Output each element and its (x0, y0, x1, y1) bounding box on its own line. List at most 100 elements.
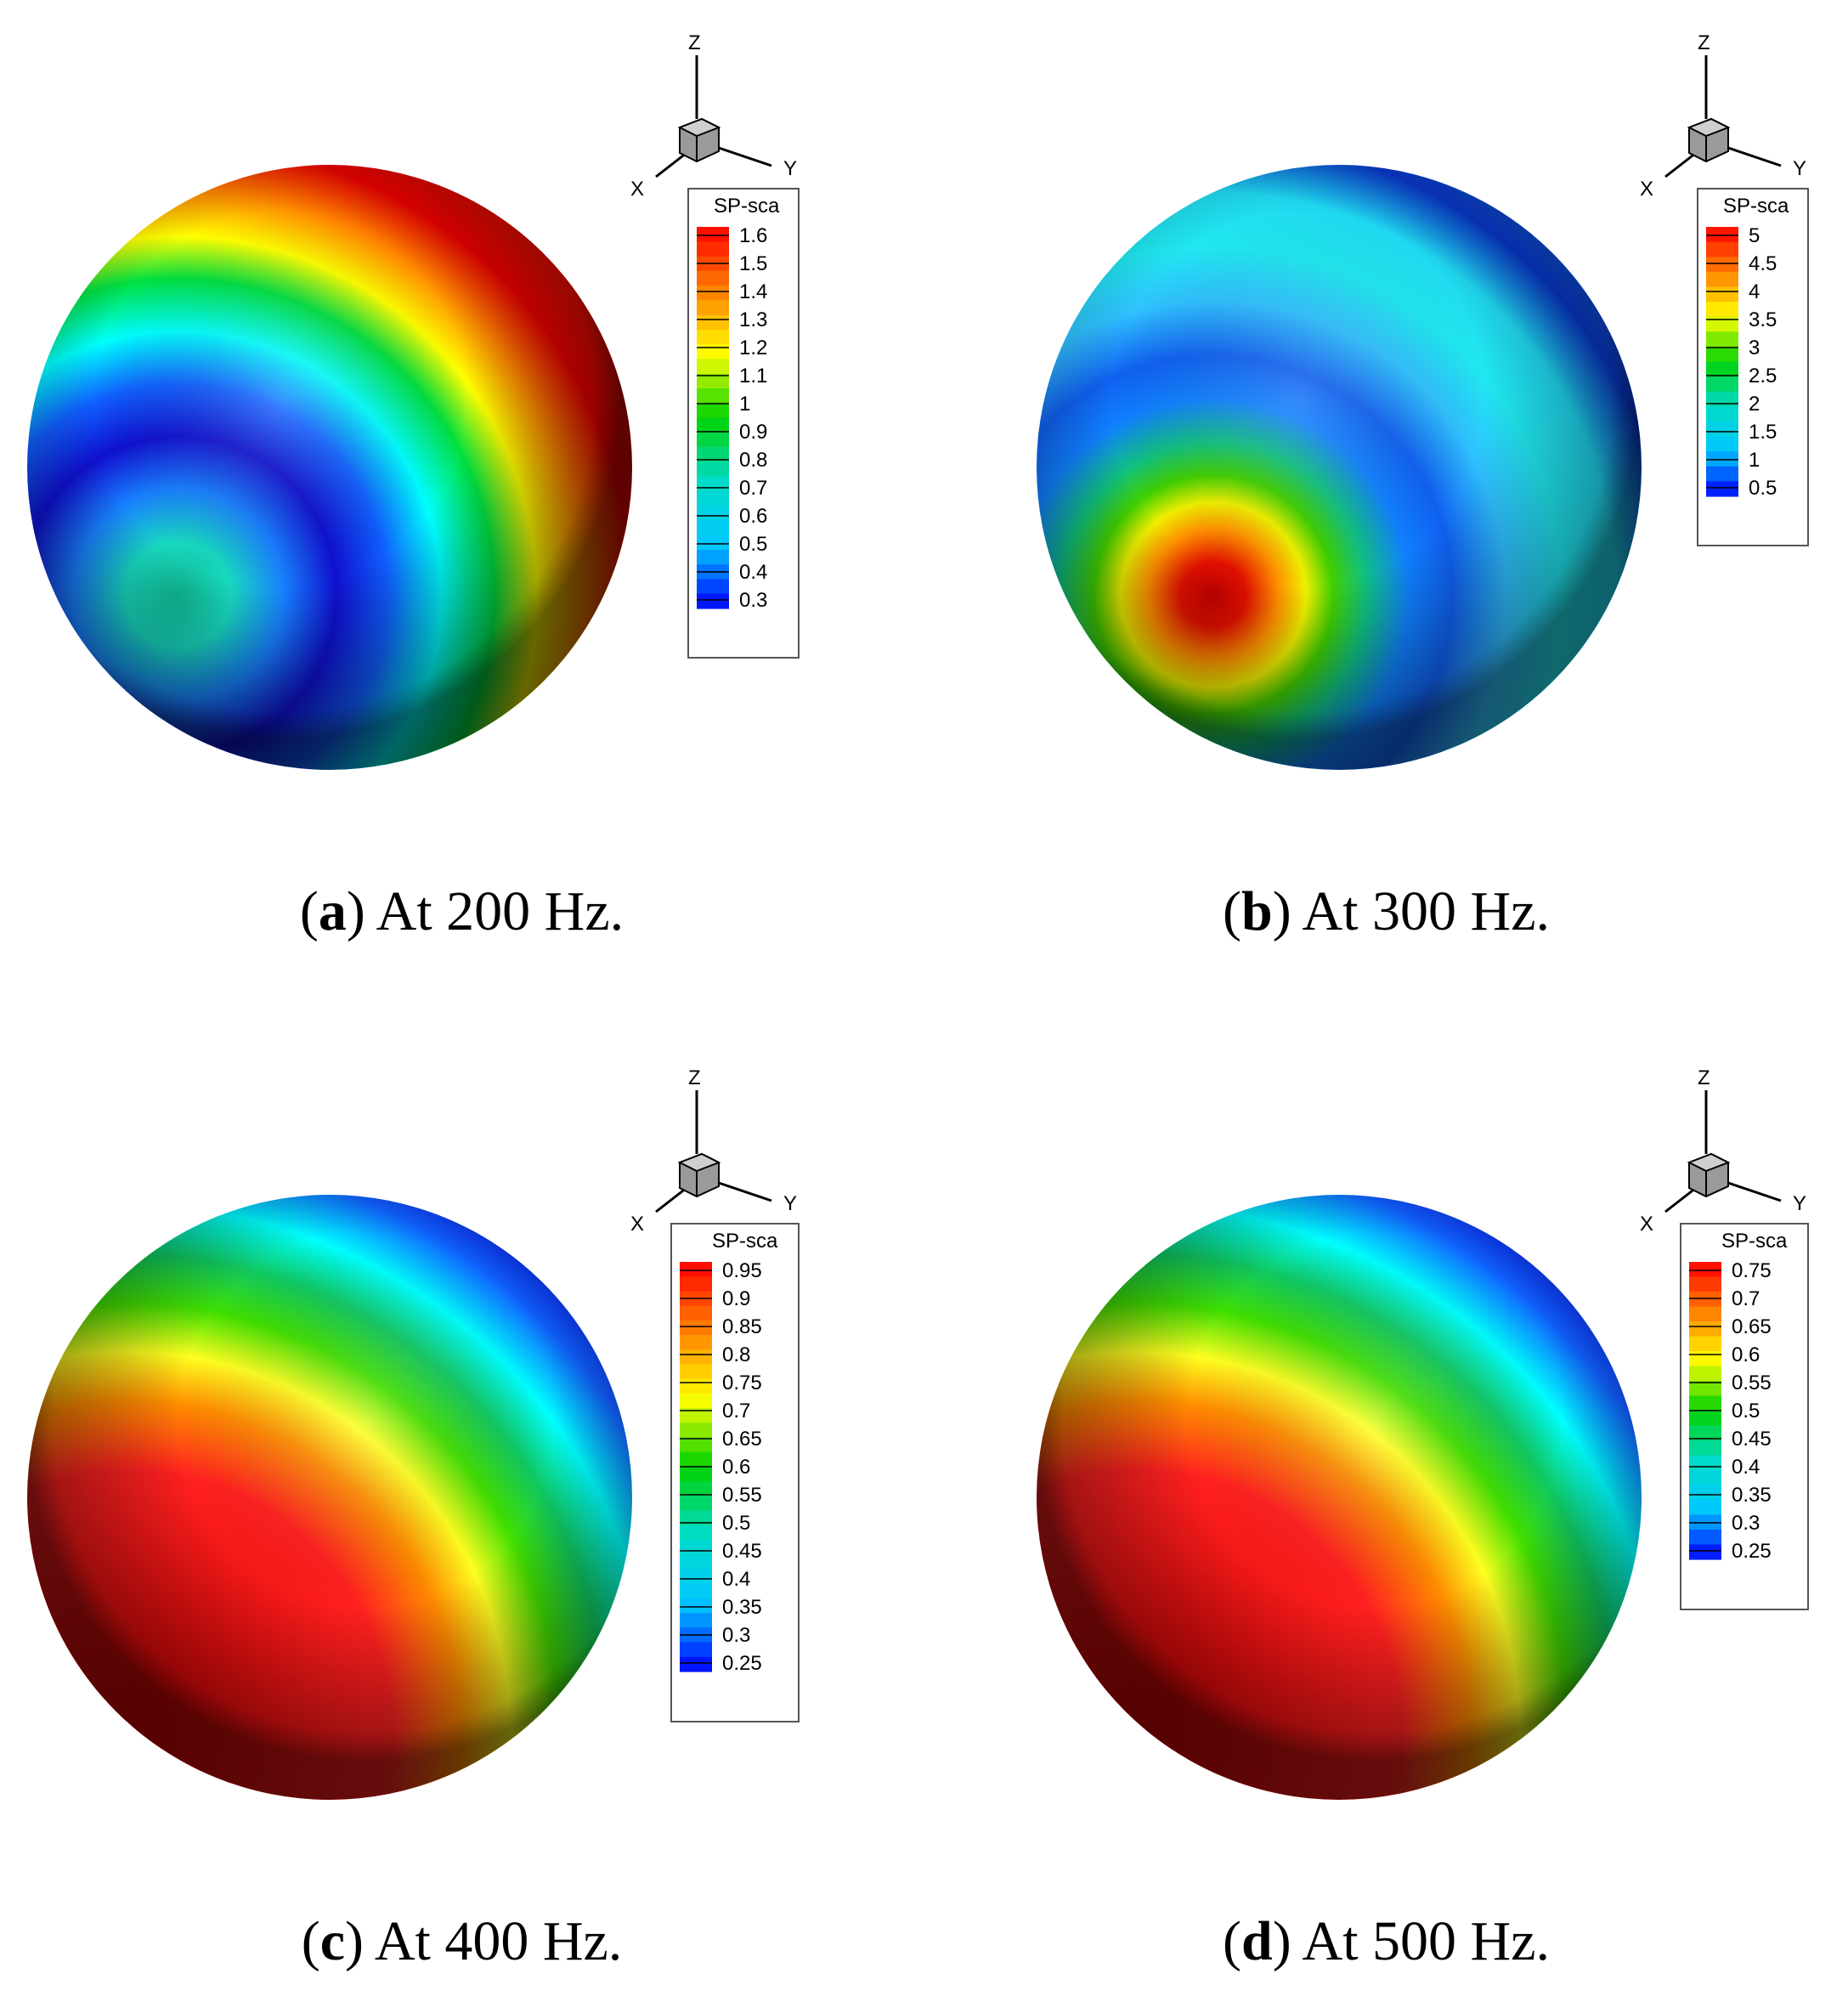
colorbar-band (680, 1613, 712, 1628)
colorbar-tick-label: 1.6 (739, 224, 767, 247)
colorbar-band (697, 447, 729, 462)
axis-x-label: X (1640, 178, 1653, 201)
colorbar-tick-label: 2.5 (1749, 365, 1777, 387)
colorbar-tick-label: 0.45 (1732, 1428, 1772, 1451)
colorbar-band (680, 1598, 712, 1614)
colorbar-tick-label: 5 (1749, 224, 1760, 247)
panel-c-figure: Z Y X SP-sca 0.950.90.850.80.750.70.650.… (27, 1066, 800, 1800)
colorbar-tick-label: 0.55 (722, 1484, 762, 1507)
axis-x-label: X (1640, 1213, 1653, 1236)
colorbar-band (1706, 316, 1738, 332)
colorbar-band (1689, 1470, 1721, 1486)
colorbar-tick-label: 1.3 (739, 308, 767, 331)
colorbar-band (697, 314, 729, 331)
colorbar-tick-label: 0.55 (1732, 1372, 1772, 1394)
colorbar-band (1689, 1351, 1721, 1367)
colorbar-tick-label: 1 (1749, 449, 1760, 472)
colorbar-band (697, 270, 729, 286)
colorbar-band (697, 373, 729, 389)
sphere-surface-a (27, 165, 632, 770)
colorbar-band (680, 1437, 712, 1453)
colorbar-tick-label: 3.5 (1749, 308, 1777, 331)
colorbar-band (680, 1569, 712, 1585)
colorbar-band (1706, 361, 1738, 377)
colorbar-band (697, 593, 729, 609)
legend-ticks-c: 0.95 0.9 0.85 0.8 0.75 0.7 0.65 0.6 0.55 0.5 0.45 0… (722, 1259, 762, 1675)
sphere-surface-b (1037, 165, 1642, 770)
colorbar-band (680, 1378, 712, 1394)
colorbar-band (1706, 421, 1738, 438)
colorbar-tick-label: 0.25 (1732, 1540, 1772, 1563)
legend-ticks-b: 5 4.5 4 3.5 3 2.5 2 1.5 1 0.5 (1749, 224, 1777, 500)
colorbar-band (1689, 1544, 1721, 1560)
colorbar-tick-label: 0.8 (739, 449, 767, 472)
colorbar-band (1689, 1455, 1721, 1471)
colorbar-band (1706, 286, 1738, 303)
colorbar-band (697, 286, 729, 301)
legend-a: SP-sca 1.6 1.5 1.4 1.3 1.2 1.1 1 0.9 0.8 0.7 0.6 0.… (687, 188, 800, 659)
colorbar-tick-label: 0.35 (722, 1596, 762, 1619)
colorbar-band (680, 1276, 712, 1292)
colorbar-band (680, 1335, 712, 1350)
colorbar-tick-label: 0.3 (722, 1624, 750, 1647)
colorbar-band (1689, 1366, 1721, 1382)
colorbar-band (697, 387, 729, 404)
colorbar-band (697, 476, 729, 492)
colorbar-band (1706, 227, 1738, 243)
caption-d: (d) At 500 Hz. (1222, 1910, 1550, 1972)
caption-b: (b) At 300 Hz. (1222, 880, 1550, 942)
axis-z-label: Z (1698, 31, 1710, 54)
colorbar-band (697, 417, 729, 433)
colorbar-band (680, 1642, 712, 1658)
colorbar-band (1706, 376, 1738, 393)
colorbar-tick-label: 0.3 (739, 589, 767, 612)
colorbar-band (680, 1554, 712, 1570)
panel-a-figure: Z Y X SP-sca 1.6 1.5 1.4 1.3 1.2 1.1 1 0.9 0.8 0.… (27, 31, 800, 770)
colorbar-band (1689, 1321, 1721, 1338)
legend-colorbar-c (680, 1262, 712, 1672)
colorbar-tick-label: 0.45 (722, 1540, 762, 1563)
colorbar-band (697, 241, 729, 257)
colorbar-band (1706, 346, 1738, 363)
colorbar-band (680, 1364, 712, 1380)
colorbar-band (680, 1496, 712, 1512)
colorbar-tick-label: 0.9 (722, 1287, 750, 1310)
legend-b: SP-sca 5 4.5 4 3.5 3 2.5 2 1.5 1 0.5 (1697, 188, 1809, 546)
colorbar-tick-label: 0.5 (722, 1512, 750, 1535)
legend-colorbar-d (1689, 1262, 1721, 1560)
colorbar-tick-label: 4 (1749, 280, 1760, 303)
colorbar-band (680, 1481, 712, 1497)
colorbar-band (1706, 406, 1738, 422)
colorbar-band (697, 520, 729, 536)
colorbar-band (680, 1467, 712, 1482)
colorbar-tick-label: 1.4 (739, 280, 767, 303)
axis-z-label: Z (1698, 1066, 1710, 1089)
colorbar-band (1706, 391, 1738, 407)
colorbar-band (1689, 1411, 1721, 1427)
colorbar-band (1706, 302, 1738, 318)
colorbar-band (697, 506, 729, 521)
caption-c: (c) At 400 Hz. (301, 1910, 623, 1972)
legend-title-b: SP-sca (1723, 195, 1789, 218)
colorbar-tick-label: 0.7 (1732, 1287, 1760, 1310)
sphere-surface-d (1037, 1195, 1642, 1800)
colorbar-band (1689, 1306, 1721, 1322)
caption-a: (a) At 200 Hz. (299, 880, 624, 942)
axis-y-label: Y (1793, 157, 1806, 180)
legend-title-d: SP-sca (1721, 1230, 1788, 1253)
colorbar-band (680, 1262, 712, 1277)
colorbar-tick-label: 0.75 (1732, 1259, 1772, 1282)
colorbar-band (680, 1408, 712, 1423)
colorbar-band (1689, 1485, 1721, 1501)
colorbar-tick-label: 0.9 (739, 421, 767, 444)
colorbar-band (697, 359, 729, 375)
colorbar-tick-label: 3 (1749, 337, 1760, 359)
colorbar-band (697, 461, 729, 478)
colorbar-tick-label: 0.35 (1732, 1484, 1772, 1507)
colorbar-band (697, 432, 729, 448)
colorbar-tick-label: 0.3 (1732, 1512, 1760, 1535)
colorbar-tick-label: 0.7 (722, 1400, 750, 1423)
colorbar-band (1706, 481, 1738, 497)
colorbar-band (1706, 331, 1738, 348)
colorbar-band (680, 1349, 712, 1366)
